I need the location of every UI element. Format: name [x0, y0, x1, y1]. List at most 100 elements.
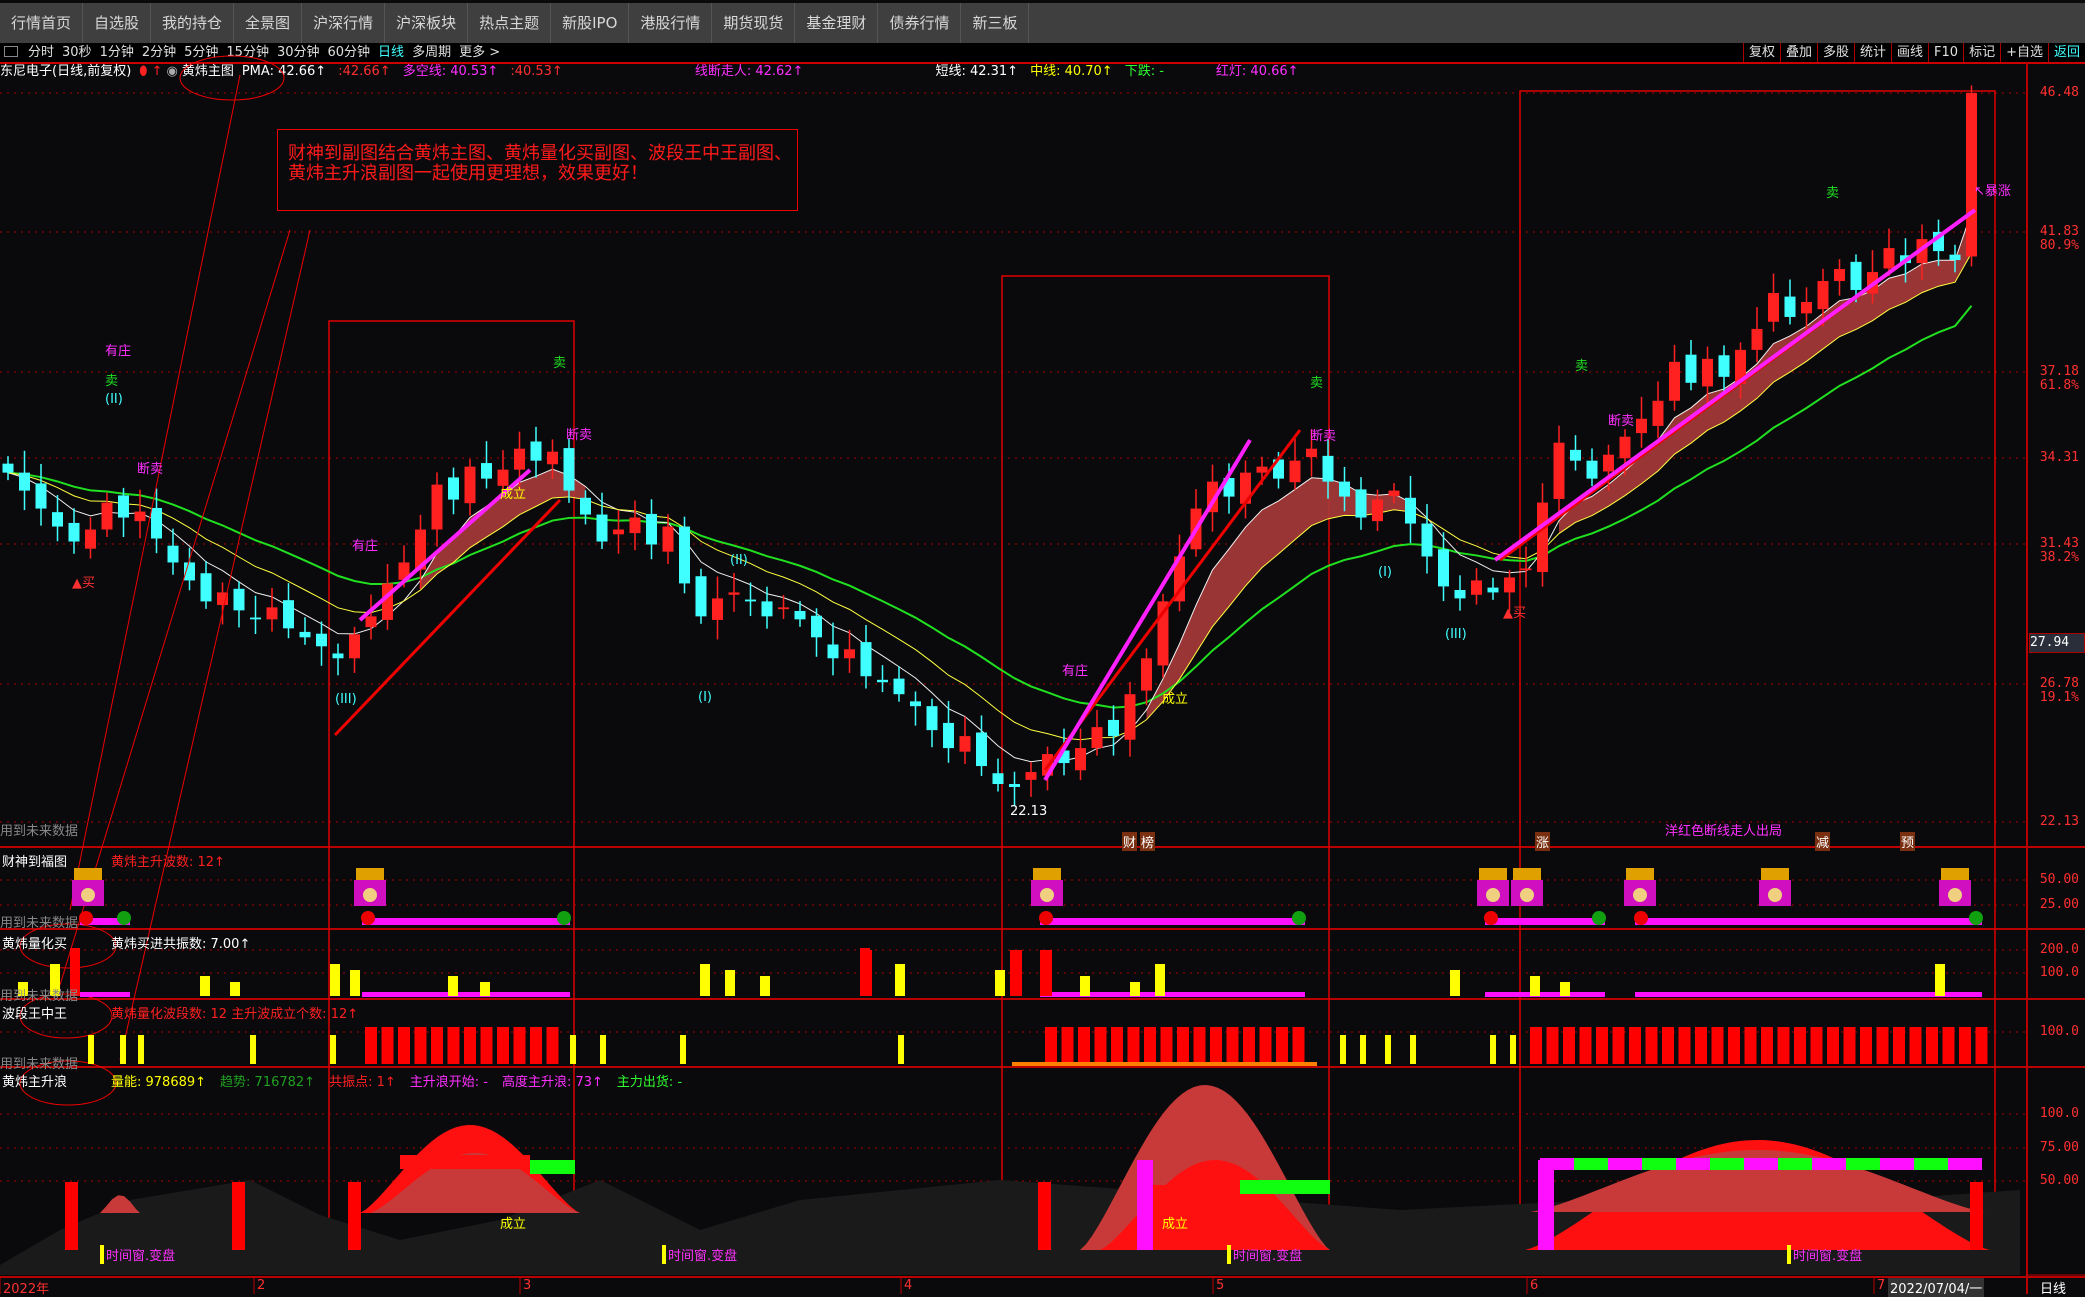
wave-bar — [431, 1027, 443, 1064]
toolbar-button[interactable]: 标记 — [1963, 43, 2000, 62]
wave-bar — [381, 1027, 394, 1064]
nav-item[interactable]: 我的持仓 — [151, 3, 235, 43]
subpanel-name[interactable]: 黄炜主升浪 — [2, 1075, 68, 1090]
candle — [1801, 287, 1812, 333]
candle — [1966, 85, 1977, 267]
candle — [299, 617, 311, 645]
period-tab[interactable]: 分时 — [28, 45, 55, 60]
candle — [1471, 568, 1482, 605]
indicator-value: 中线: 40.70↑ — [1030, 64, 1113, 79]
toolbar-button[interactable]: 返回 — [2047, 43, 2085, 62]
indicator-name[interactable]: 黄炜主图 — [181, 64, 234, 79]
nav-item[interactable]: 港股行情 — [629, 3, 713, 43]
resonance-bar — [1970, 1182, 1983, 1250]
toolbar-button[interactable]: 多股 — [1816, 43, 1854, 62]
buy-signal-bar — [995, 970, 1005, 996]
buy-signal-bar — [448, 976, 458, 996]
candle — [464, 459, 476, 516]
nav-item[interactable]: 期货现货 — [712, 3, 796, 43]
period-tab[interactable]: 多周期 — [412, 45, 452, 60]
subpanel-name[interactable]: 波段王中王 — [2, 1007, 68, 1022]
nav-item[interactable]: 沪深板块 — [385, 3, 469, 43]
trend-area — [1530, 1150, 1985, 1212]
candle — [910, 691, 921, 726]
candle — [926, 698, 938, 748]
future-data-label: 用到未来数据 — [0, 824, 79, 839]
future-data-label: 用到未来数据 — [0, 989, 79, 1004]
subpanel-value: 高度主升浪: 73↑ — [501, 1075, 603, 1090]
chart-toolbar: 复权 叠加 多股 统计 画线 F10 标记 +自选 返回 — [1742, 43, 2085, 62]
buy-signal-bar — [330, 964, 340, 996]
strength-block — [1574, 1158, 1608, 1170]
buy-signal-bar — [200, 976, 210, 996]
period-tab[interactable]: 更多 > — [459, 45, 501, 60]
candle — [992, 758, 1004, 792]
long-signal-icon — [1634, 911, 1648, 925]
toolbar-button[interactable]: 统计 — [1854, 43, 1891, 62]
highlight-circle — [179, 55, 285, 101]
nav-item[interactable]: 债券行情 — [878, 3, 962, 43]
wealth-god-icon — [72, 868, 104, 906]
signal-label: 财 — [1122, 832, 1138, 851]
subpanel-value: 主升浪开始: - — [409, 1075, 488, 1090]
candle — [1949, 244, 1961, 273]
nav-item[interactable]: 行情首页 — [0, 3, 84, 43]
nav-item[interactable]: 新股IPO — [551, 3, 630, 43]
toolbar-button[interactable]: 叠加 — [1779, 43, 1817, 62]
period-tab[interactable]: 5分钟 — [184, 45, 219, 60]
candle — [976, 715, 987, 776]
candle — [662, 514, 674, 564]
period-tab[interactable]: 日线 — [378, 45, 405, 60]
toolbar-button[interactable]: +自选 — [2000, 43, 2048, 62]
signal-label: ↖暴涨 — [1974, 184, 2011, 199]
candle — [134, 489, 146, 539]
resonance-bar — [1538, 1160, 1554, 1250]
toolbar-button[interactable]: F10 — [1928, 43, 1963, 62]
wave-bar — [1530, 1027, 1542, 1064]
subpanel-name[interactable]: 财神到福图 — [2, 855, 68, 870]
subpanel-tick: 50.00 — [2039, 1173, 2079, 1188]
period-tab[interactable]: 60分钟 — [327, 45, 371, 60]
nav-item[interactable]: 沪深行情 — [302, 3, 386, 43]
buy-signal-bar — [350, 970, 360, 996]
nav-item[interactable]: 热点主题 — [468, 3, 552, 43]
nav-item[interactable]: 新三板 — [961, 3, 1030, 43]
wave-bar — [1546, 1027, 1559, 1064]
period-tab[interactable]: 1分钟 — [99, 45, 134, 60]
indicator-value: PMA: 42.66↑ — [241, 64, 327, 79]
fib-tick: 61.8% — [2039, 378, 2079, 393]
period-tab[interactable]: 2分钟 — [141, 45, 177, 60]
signal-label: 有庄 — [105, 344, 132, 359]
signal-label: (I) — [698, 690, 712, 705]
trend-area — [100, 1195, 140, 1213]
strength-block — [1778, 1158, 1812, 1170]
toolbar-button[interactable]: 复权 — [1742, 43, 1780, 62]
signal-label: 卖 — [105, 374, 119, 389]
wave-bar — [1276, 1027, 1288, 1064]
nav-item[interactable]: 全景图 — [234, 3, 303, 43]
trend-ribbon — [420, 469, 586, 591]
toolbar-button[interactable]: 画线 — [1891, 43, 1928, 62]
gear-icon[interactable]: ◉ — [166, 64, 178, 79]
buy-signal-bar — [1040, 950, 1052, 996]
nav-item[interactable]: 基金理财 — [795, 3, 879, 43]
candle — [1322, 438, 1334, 499]
period-tab[interactable]: 30秒 — [62, 45, 92, 60]
stock-name: 东尼电子(日线,前复权) — [0, 64, 132, 79]
signal-label: 断卖 — [1608, 414, 1635, 429]
panel-toggle-icon[interactable] — [4, 46, 18, 57]
candle — [1768, 273, 1779, 332]
candle — [1817, 268, 1829, 327]
candle — [2, 456, 14, 481]
candle — [695, 568, 707, 624]
period-tab[interactable]: 30分钟 — [276, 45, 320, 60]
buy-signal-bar — [1530, 976, 1540, 996]
nav-item[interactable]: 自选股 — [83, 3, 152, 43]
buy-signal-bar — [860, 950, 872, 996]
subpanel-name[interactable]: 黄炜量化买 — [2, 937, 68, 952]
trend-line — [333, 498, 562, 737]
candle — [151, 488, 162, 554]
candle — [893, 666, 905, 702]
signal-label: 成立 — [1162, 692, 1189, 707]
